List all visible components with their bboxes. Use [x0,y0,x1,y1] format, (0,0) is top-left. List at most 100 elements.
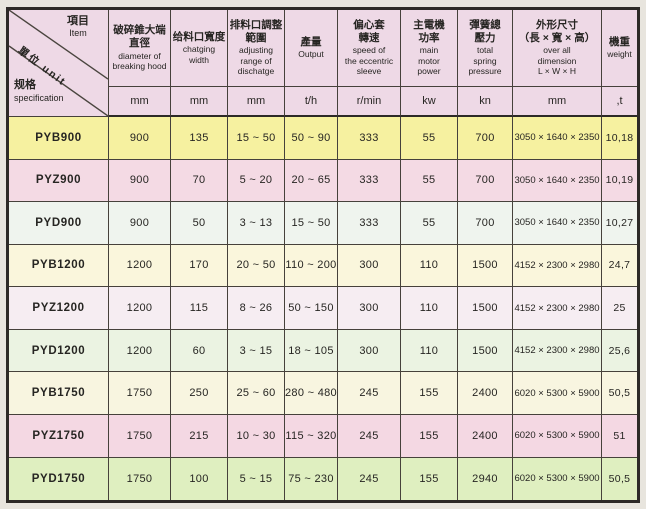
charging-width-cell: 50 [171,202,228,245]
corner-item-label: 項目 Item [49,15,107,39]
dimensions-cell: 4152 × 2300 × 2980 [513,329,602,373]
unit-cell-charging-width: mm [171,87,228,117]
output-cell: 75 ~ 230 [285,457,338,501]
diameter-cell: 900 [109,159,171,203]
model-cell: PYD900 [9,202,109,245]
dimensions-cell: 3050 × 1640 × 2350 [513,202,602,245]
col-header-spring-pressure: 彈簧總 壓力 total spring pressure [458,10,513,87]
eccentric-speed-cell: 245 [338,457,401,501]
eccentric-speed-cell: 245 [338,414,401,458]
table-row: PYZ1200 1200 115 8 ~ 26 50 ~ 150 300 110… [9,287,637,330]
dimensions-cell: 4152 × 2300 × 2980 [513,244,602,288]
spec-label-en: specification [14,92,64,103]
discharge-range-cell: 5 ~ 20 [228,159,285,203]
discharge-range-cell: 10 ~ 30 [228,414,285,458]
model-cell: PYZ1750 [9,414,109,458]
spring-pressure-cell: 1500 [458,329,513,373]
spring-pressure-cell: 700 [458,202,513,245]
spring-pressure-cell: 2940 [458,457,513,501]
table-row: PYD1750 1750 100 5 ~ 15 75 ~ 230 245 155… [9,457,637,501]
output-cell: 280 ~ 480 [285,372,338,415]
diameter-cell: 1200 [109,329,171,373]
table-row: PYB1200 1200 170 20 ~ 50 110 ~ 200 300 1… [9,244,637,288]
table-row: PYD900 900 50 3 ~ 13 15 ~ 50 333 55 700 … [9,202,637,245]
motor-power-cell: 155 [401,414,458,458]
output-cell: 50 ~ 90 [285,117,338,160]
output-cell: 50 ~ 150 [285,287,338,330]
dimensions-cell: 6020 × 5300 × 5900 [513,414,602,458]
motor-power-cell: 155 [401,372,458,415]
col-header-dimensions: 外形尺寸 （長 × 寬 × 高） over all dimension L × … [513,10,602,87]
diameter-cell: 1750 [109,372,171,415]
col-header-eccentric-speed: 偏心套 轉速 speed of the eccentric sleeve [338,10,401,87]
spring-pressure-cell: 700 [458,159,513,203]
model-cell: PYZ900 [9,159,109,203]
dimensions-cell: 6020 × 5300 × 5900 [513,457,602,501]
col-header-charging-width: 给料口寬度 chatging width [171,10,228,87]
item-label-zh: 項目 [67,15,89,27]
discharge-range-cell: 3 ~ 13 [228,202,285,245]
diameter-cell: 1200 [109,287,171,330]
charging-width-cell: 135 [171,117,228,160]
diameter-cell: 1200 [109,244,171,288]
unit-cell-diameter: mm [109,87,171,117]
model-cell: PYZ1200 [9,287,109,330]
unit-cell-weight: ,t [602,87,637,117]
model-cell: PYB900 [9,117,109,160]
discharge-range-cell: 5 ~ 15 [228,457,285,501]
model-cell: PYB1750 [9,372,109,415]
col-header-output: 產量 Output [285,10,338,87]
weight-cell: 24,7 [602,245,637,288]
unit-cell-motor-power: kw [401,87,458,117]
diameter-cell: 900 [109,117,171,160]
table-header: 項目 Item 單位 unit 规格 specification 破碎錐大端 直… [9,10,637,117]
col-header-weight: 機重 weight [602,10,637,87]
weight-cell: 10,27 [602,202,637,245]
diameter-cell: 1750 [109,414,171,458]
output-cell: 110 ~ 200 [285,244,338,288]
motor-power-cell: 55 [401,117,458,160]
charging-width-cell: 170 [171,244,228,288]
eccentric-speed-cell: 333 [338,202,401,245]
model-cell: PYD1200 [9,329,109,373]
output-cell: 115 ~ 320 [285,414,338,458]
dimensions-cell: 4152 × 2300 × 2980 [513,287,602,330]
charging-width-cell: 215 [171,414,228,458]
corner-spec-label: 规格 specification [14,79,64,104]
motor-power-cell: 110 [401,244,458,288]
motor-power-cell: 155 [401,457,458,501]
table-row: PYD1200 1200 60 3 ~ 15 18 ~ 105 300 110 … [9,329,637,373]
crusher-spec-table: 項目 Item 單位 unit 规格 specification 破碎錐大端 直… [6,7,640,503]
col-header-discharge-range: 排料口調整 範圍 adjusting range of dischatge [228,10,285,87]
weight-cell: 50,5 [602,372,637,415]
dimensions-cell: 3050 × 1640 × 2350 [513,159,602,203]
discharge-range-cell: 8 ~ 26 [228,287,285,330]
weight-cell: 51 [602,415,637,458]
discharge-range-cell: 20 ~ 50 [228,244,285,288]
unit-cell-discharge-range: mm [228,87,285,117]
col-header-motor-power: 主電機 功率 main motor power [401,10,458,87]
table-row: PYZ900 900 70 5 ~ 20 20 ~ 65 333 55 700 … [9,159,637,203]
diameter-cell: 1750 [109,457,171,501]
weight-cell: 50,5 [608,472,631,485]
spring-pressure-cell: 2400 [458,414,513,458]
model-cell: PYD1750 [9,457,109,501]
eccentric-speed-cell: 245 [338,372,401,415]
charging-width-cell: 70 [171,159,228,203]
unit-cell-spring-pressure: kn [458,87,513,117]
spring-pressure-cell: 1500 [458,287,513,330]
table-row: PYB900 900 135 15 ~ 50 50 ~ 90 333 55 70… [9,117,637,160]
motor-power-cell: 110 [401,287,458,330]
table-row: PYZ1750 1750 215 10 ~ 30 115 ~ 320 245 1… [9,414,637,458]
weight-cell: 25 [602,287,637,330]
spec-label-zh: 规格 [14,79,36,91]
output-cell: 15 ~ 50 [285,202,338,245]
motor-power-cell: 55 [401,202,458,245]
dimensions-cell: 3050 × 1640 × 2350 [513,117,602,160]
eccentric-speed-cell: 333 [338,117,401,160]
dimensions-cell: 6020 × 5300 × 5900 [513,372,602,415]
weight-cell: 25,6 [602,330,637,373]
charging-width-cell: 60 [171,329,228,373]
discharge-range-cell: 15 ~ 50 [228,117,285,160]
